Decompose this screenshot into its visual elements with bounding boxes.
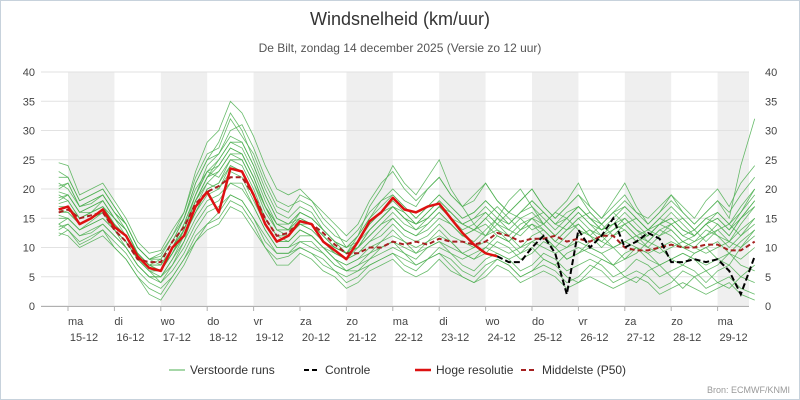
x-tick-dayname: zo: [346, 316, 358, 328]
x-tick-dayname: do: [532, 316, 544, 328]
x-tick-date: 22-12: [395, 332, 423, 344]
x-tick-dayname: ma: [68, 316, 84, 328]
x-tick-date: 16-12: [116, 332, 144, 344]
y-tick-label-right: 5: [765, 272, 771, 284]
x-tick-dayname: ma: [393, 316, 409, 328]
chart-subtitle: De Bilt, zondag 14 december 2025 (Versie…: [259, 41, 542, 55]
ensemble-member-line: [58, 194, 755, 284]
x-tick-date: 20-12: [302, 332, 330, 344]
x-tick-dayname: do: [207, 316, 219, 328]
control-line: [496, 216, 756, 297]
main-series: [58, 167, 756, 297]
x-tick-dayname: vr: [578, 316, 588, 328]
y-tick-label-right: 20: [765, 184, 777, 196]
x-tick-date: 21-12: [348, 332, 376, 344]
y-tick-label-right: 25: [765, 155, 777, 167]
y-tick-label-right: 10: [765, 243, 777, 255]
ensemble-member-line: [58, 165, 755, 278]
y-tick-label-left: 0: [29, 301, 35, 313]
axes: 0 0 5 5 10 10 15 15 20 20 25 25 30 30 35 35 40 40 ma 15-12 d…: [23, 67, 778, 344]
y-tick-label-left: 35: [23, 96, 35, 108]
x-tick-date: 29-12: [720, 332, 748, 344]
source-label: Bron: ECMWF/KNMI: [707, 385, 790, 395]
legend-label-hires: Hoge resolutie: [436, 363, 514, 377]
x-tick-date: 18-12: [209, 332, 237, 344]
legend: Verstoorde runs Controle Hoge resolutie Mid…: [169, 363, 626, 377]
ensemble-member-line: [58, 206, 755, 301]
legend-label-ensemble: Verstoorde runs: [190, 363, 275, 377]
ensemble-member-line: [58, 194, 755, 295]
y-tick-label-left: 25: [23, 155, 35, 167]
chart-title: Windsnelheid (km/uur): [310, 9, 490, 29]
y-tick-label-left: 40: [23, 67, 35, 79]
x-tick-date: 23-12: [441, 332, 469, 344]
y-tick-label-right: 35: [765, 96, 777, 108]
x-tick-date: 25-12: [534, 332, 562, 344]
x-tick-dayname: di: [439, 316, 448, 328]
y-tick-label-left: 20: [23, 184, 35, 196]
x-tick-date: 27-12: [627, 332, 655, 344]
legend-label-control: Controle: [325, 363, 371, 377]
y-tick-label-left: 30: [23, 126, 35, 138]
y-tick-label-left: 10: [23, 243, 35, 255]
y-tick-label-left: 15: [23, 213, 35, 225]
x-tick-dayname: za: [300, 316, 313, 328]
hires-line: [58, 167, 498, 273]
x-tick-dayname: za: [625, 316, 638, 328]
x-tick-dayname: zo: [671, 316, 683, 328]
y-tick-label-right: 15: [765, 213, 777, 225]
x-tick-dayname: ma: [718, 316, 734, 328]
y-tick-label-right: 0: [765, 301, 771, 313]
y-tick-label-right: 40: [765, 67, 777, 79]
ensemble-member-line: [58, 141, 756, 272]
y-tick-label-left: 5: [29, 272, 35, 284]
x-tick-date: 17-12: [163, 332, 191, 344]
x-tick-date: 15-12: [70, 332, 98, 344]
x-tick-date: 28-12: [673, 332, 701, 344]
x-tick-dayname: di: [114, 316, 123, 328]
ensemble-member-line: [58, 100, 756, 260]
x-tick-dayname: wo: [160, 316, 175, 328]
ensemble-member-line: [58, 117, 756, 254]
legend-label-median: Middelste (P50): [542, 363, 626, 377]
median-line: [58, 176, 756, 264]
x-tick-dayname: wo: [485, 316, 500, 328]
x-tick-dayname: vr: [254, 316, 264, 328]
x-tick-date: 26-12: [580, 332, 608, 344]
y-tick-label-right: 30: [765, 126, 777, 138]
x-tick-date: 19-12: [256, 332, 284, 344]
x-tick-date: 24-12: [488, 332, 516, 344]
